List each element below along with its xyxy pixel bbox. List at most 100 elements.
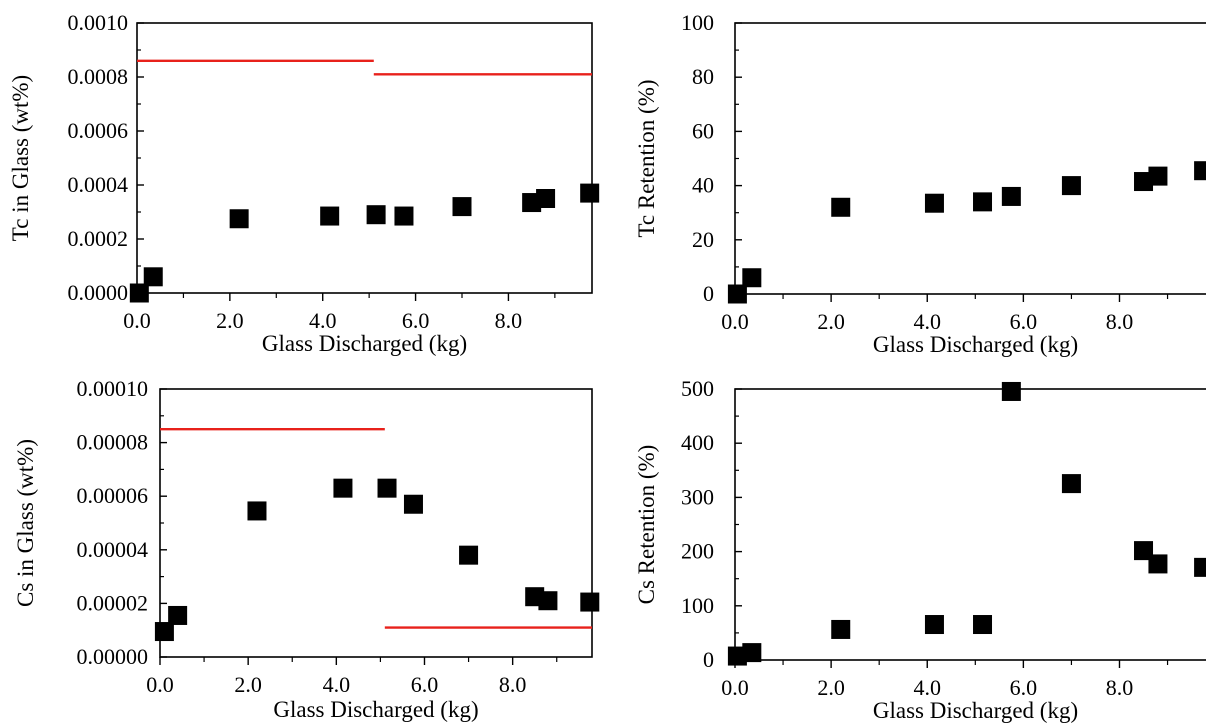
data-point xyxy=(1001,186,1021,206)
x-tick-label: 4.0 xyxy=(309,308,337,333)
x-tick-label: 6.0 xyxy=(411,672,439,697)
x-tick-label: 0.0 xyxy=(721,309,749,334)
data-point xyxy=(452,197,472,217)
x-tick-label: 2.0 xyxy=(817,675,845,700)
x-tick-label: 6.0 xyxy=(1010,309,1038,334)
y-tick-label: 0.00010 xyxy=(77,376,149,401)
data-point xyxy=(742,268,762,288)
data-point xyxy=(247,501,267,521)
data-point xyxy=(394,206,414,226)
data-point xyxy=(168,605,188,625)
data-point xyxy=(580,592,600,612)
x-axis-title: Glass Discharged (kg) xyxy=(273,697,478,722)
y-axis-title: Tc in Glass (wt%) xyxy=(8,75,33,241)
x-axis-title: Glass Discharged (kg) xyxy=(873,698,1078,723)
plot-frame xyxy=(136,22,593,294)
data-point xyxy=(973,192,993,212)
y-tick-label: 0 xyxy=(703,281,714,306)
x-tick-label: 8.0 xyxy=(499,672,527,697)
chart-tc-retention: 0 20 40 60 80 100 0.0 2.0 4.0 6.0 8.0 Glass Dischar… xyxy=(634,10,1206,357)
y-tick-label: 0.00002 xyxy=(77,590,149,615)
x-axis-title: Glass Discharged (kg) xyxy=(262,331,467,356)
data-point xyxy=(377,478,397,498)
y-tick-label: 0.0010 xyxy=(68,10,129,35)
y-tick-label: 40 xyxy=(692,173,714,198)
y-tick-label: 200 xyxy=(681,539,714,564)
x-tick-label: 2.0 xyxy=(234,672,262,697)
x-tick-label: 0.0 xyxy=(721,675,749,700)
y-tick-label: 0.0008 xyxy=(68,64,129,89)
data-point xyxy=(143,267,163,287)
data-point xyxy=(154,622,174,642)
data-point xyxy=(1194,161,1206,181)
data-point xyxy=(742,643,762,663)
y-tick-label: 500 xyxy=(681,376,714,401)
data-point xyxy=(727,646,747,666)
chart-cs-glass: 0.00000 0.00002 0.00004 0.00006 0.00008 0.000… xyxy=(13,376,600,722)
data-point xyxy=(727,284,747,304)
x-tick-label: 0.0 xyxy=(123,308,151,333)
data-point xyxy=(1134,541,1154,561)
data-point xyxy=(129,283,149,303)
data-point xyxy=(1001,381,1021,401)
data-point xyxy=(973,615,993,635)
data-point xyxy=(580,183,600,203)
x-tick-label: 2.0 xyxy=(216,308,244,333)
x-tick-label: 4.0 xyxy=(913,309,941,334)
x-tick-label: 6.0 xyxy=(1010,675,1038,700)
data-point xyxy=(366,205,386,225)
x-tick-label: 4.0 xyxy=(323,672,351,697)
data-point xyxy=(403,494,423,514)
data-point xyxy=(831,619,851,639)
plot-area xyxy=(727,161,1206,304)
plot-area xyxy=(129,59,600,303)
data-point xyxy=(1061,176,1081,196)
y-tick-label: 0.0002 xyxy=(68,226,129,251)
plot-area xyxy=(154,428,600,642)
y-axis-title: Cs Retention (%) xyxy=(634,445,659,605)
chart-tc-glass: 0.0000 0.0002 0.0004 0.0006 0.0008 0.0010 0.0 2… xyxy=(8,10,600,356)
y-tick-label: 60 xyxy=(692,118,714,143)
y-tick-label: 100 xyxy=(681,593,714,618)
data-point xyxy=(1134,172,1154,192)
data-point xyxy=(1061,474,1081,494)
data-point xyxy=(1194,557,1206,577)
x-tick-label: 2.0 xyxy=(817,309,845,334)
y-tick-label: 0.00006 xyxy=(77,483,149,508)
x-tick-label: 6.0 xyxy=(402,308,430,333)
data-point xyxy=(1148,166,1168,186)
y-axis-title: Tc Retention (%) xyxy=(634,79,659,237)
data-point xyxy=(333,478,353,498)
y-tick-label: 0.0004 xyxy=(68,172,129,197)
data-point xyxy=(320,206,340,226)
y-tick-label: 100 xyxy=(681,10,714,35)
plot-frame xyxy=(734,22,1206,295)
data-point xyxy=(229,209,249,229)
x-axis-title: Glass Discharged (kg) xyxy=(873,332,1078,357)
chart-cs-retention: 0 100 200 300 400 500 0.0 2.0 4.0 6.0 8.0 Glass Dis… xyxy=(634,376,1206,723)
x-tick-label: 4.0 xyxy=(913,675,941,700)
data-point xyxy=(831,197,851,217)
x-tick-label: 8.0 xyxy=(495,308,523,333)
y-tick-label: 0.00004 xyxy=(77,537,149,562)
data-point xyxy=(924,193,944,213)
plot-frame xyxy=(734,388,1206,661)
data-point xyxy=(538,591,558,611)
data-point xyxy=(536,189,556,208)
y-tick-label: 300 xyxy=(681,484,714,509)
y-tick-label: 0 xyxy=(703,647,714,672)
x-tick-label: 8.0 xyxy=(1106,309,1134,334)
data-point xyxy=(924,615,944,635)
y-tick-label: 0.0006 xyxy=(68,118,129,143)
y-tick-label: 400 xyxy=(681,430,714,455)
y-tick-label: 0.0000 xyxy=(68,280,129,305)
x-tick-label: 0.0 xyxy=(146,672,174,697)
data-point xyxy=(1148,554,1168,574)
plot-area xyxy=(727,381,1206,666)
y-tick-label: 0.00000 xyxy=(77,644,149,669)
y-axis-title: Cs in Glass (wt%) xyxy=(13,439,38,607)
y-tick-label: 20 xyxy=(692,227,714,252)
data-point xyxy=(459,545,479,565)
y-tick-label: 0.00008 xyxy=(77,430,149,455)
